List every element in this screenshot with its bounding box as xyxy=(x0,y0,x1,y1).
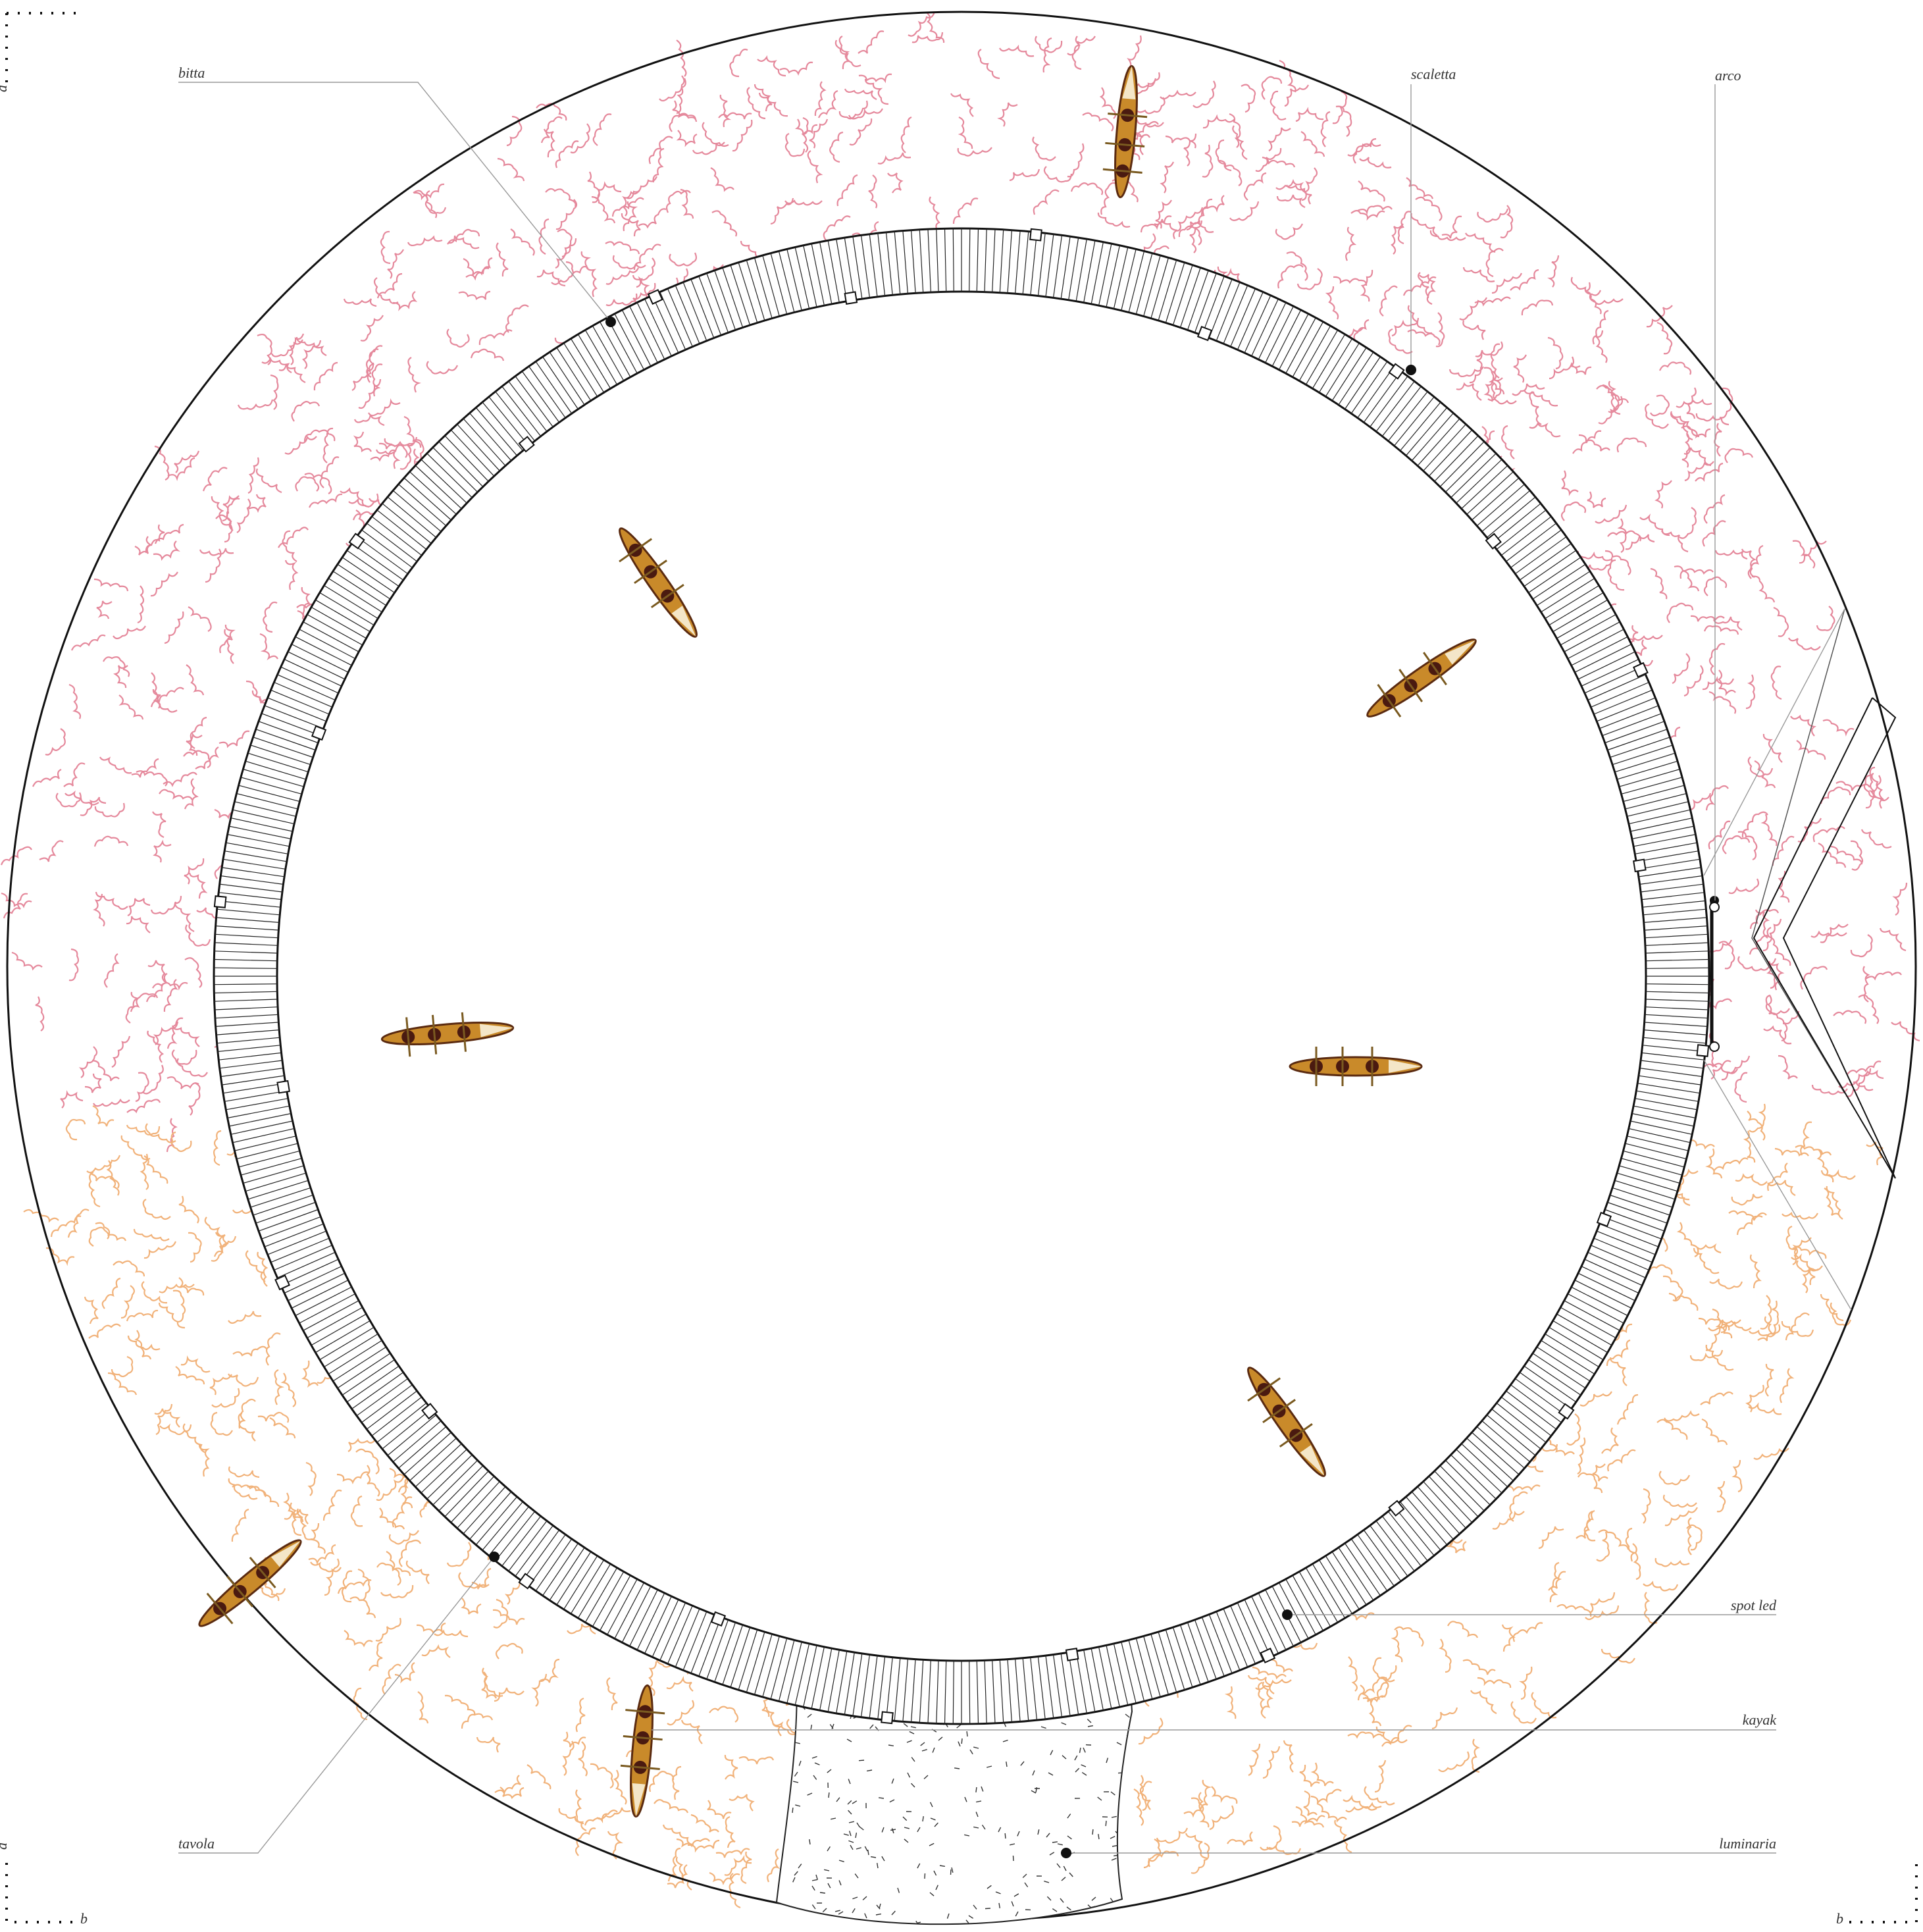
corner-mark: b xyxy=(80,1910,88,1927)
cleat xyxy=(348,533,365,550)
kayak xyxy=(1366,639,1477,718)
cleat xyxy=(1260,1648,1276,1663)
paddle xyxy=(619,538,653,563)
kayak xyxy=(619,527,698,638)
paddle xyxy=(1423,652,1447,686)
kayak xyxy=(1102,65,1148,199)
bow xyxy=(1389,1060,1422,1073)
paddle xyxy=(1279,1423,1313,1448)
paddle xyxy=(634,560,667,585)
cleat xyxy=(274,1274,290,1291)
hatch xyxy=(214,228,1709,1724)
paddle xyxy=(1247,1377,1281,1402)
cleat xyxy=(213,895,227,908)
bow xyxy=(632,1783,646,1817)
label: tavola xyxy=(178,1835,215,1852)
cleat xyxy=(311,725,327,741)
paddle xyxy=(623,1735,663,1741)
cleat xyxy=(518,436,535,453)
paddle xyxy=(405,1017,411,1057)
paddle xyxy=(625,1709,665,1715)
paddle xyxy=(620,1764,660,1771)
kayak xyxy=(198,1539,302,1627)
paddle xyxy=(461,1012,467,1052)
kayak xyxy=(620,1684,665,1818)
label: scaletta xyxy=(1411,66,1456,82)
leader xyxy=(178,1556,495,1854)
paddle xyxy=(249,1556,276,1588)
paddle xyxy=(431,1014,438,1055)
cleat xyxy=(1065,1648,1079,1661)
bow xyxy=(671,606,696,637)
cleat xyxy=(421,1403,438,1420)
bow xyxy=(479,1024,513,1037)
kayak xyxy=(1289,1047,1423,1086)
bow xyxy=(1300,1445,1325,1476)
cleat xyxy=(1696,1044,1710,1057)
leader xyxy=(178,82,611,323)
ramp xyxy=(1703,608,1897,1311)
kayaks xyxy=(198,65,1477,1818)
paddle xyxy=(1398,669,1423,702)
cleat xyxy=(881,1711,894,1725)
cleat xyxy=(1596,1211,1612,1228)
cleat xyxy=(276,1080,290,1094)
paddle xyxy=(226,1575,254,1607)
bow xyxy=(1445,640,1475,665)
cleat xyxy=(844,291,858,305)
cleat xyxy=(518,1573,535,1590)
bow xyxy=(1122,66,1136,100)
kayak xyxy=(380,1012,515,1057)
paddle xyxy=(1377,683,1402,718)
cleat xyxy=(1388,1500,1405,1517)
paddle xyxy=(1102,168,1142,174)
bow xyxy=(270,1540,301,1567)
paddle xyxy=(650,584,684,608)
cleat xyxy=(1029,228,1042,242)
paddle xyxy=(1105,142,1145,148)
label: bitta xyxy=(178,65,205,81)
cleat xyxy=(1633,662,1649,678)
cleat xyxy=(1485,533,1502,550)
cleat xyxy=(710,1611,727,1627)
corner-mark: a xyxy=(0,1842,10,1850)
label: luminaria xyxy=(1719,1835,1776,1852)
label: arco xyxy=(1715,67,1741,84)
cleat xyxy=(1633,858,1647,873)
boardwalk-ring xyxy=(213,227,1710,1725)
cleat xyxy=(1388,363,1405,380)
hull xyxy=(1114,65,1138,199)
paddle xyxy=(206,1592,234,1625)
cleat xyxy=(1558,1403,1575,1420)
cleat xyxy=(1196,325,1213,342)
kayak xyxy=(1247,1367,1326,1477)
corner-mark: b xyxy=(1836,1910,1843,1927)
paddle xyxy=(1262,1399,1296,1424)
annotations: bitta scaletta arco spot led kayak lumin… xyxy=(0,12,1918,1927)
label: kayak xyxy=(1743,1711,1778,1728)
label: spot led xyxy=(1731,1597,1777,1613)
corner-mark: a xyxy=(0,85,10,92)
paddle xyxy=(1108,112,1148,118)
cleat xyxy=(647,289,663,305)
